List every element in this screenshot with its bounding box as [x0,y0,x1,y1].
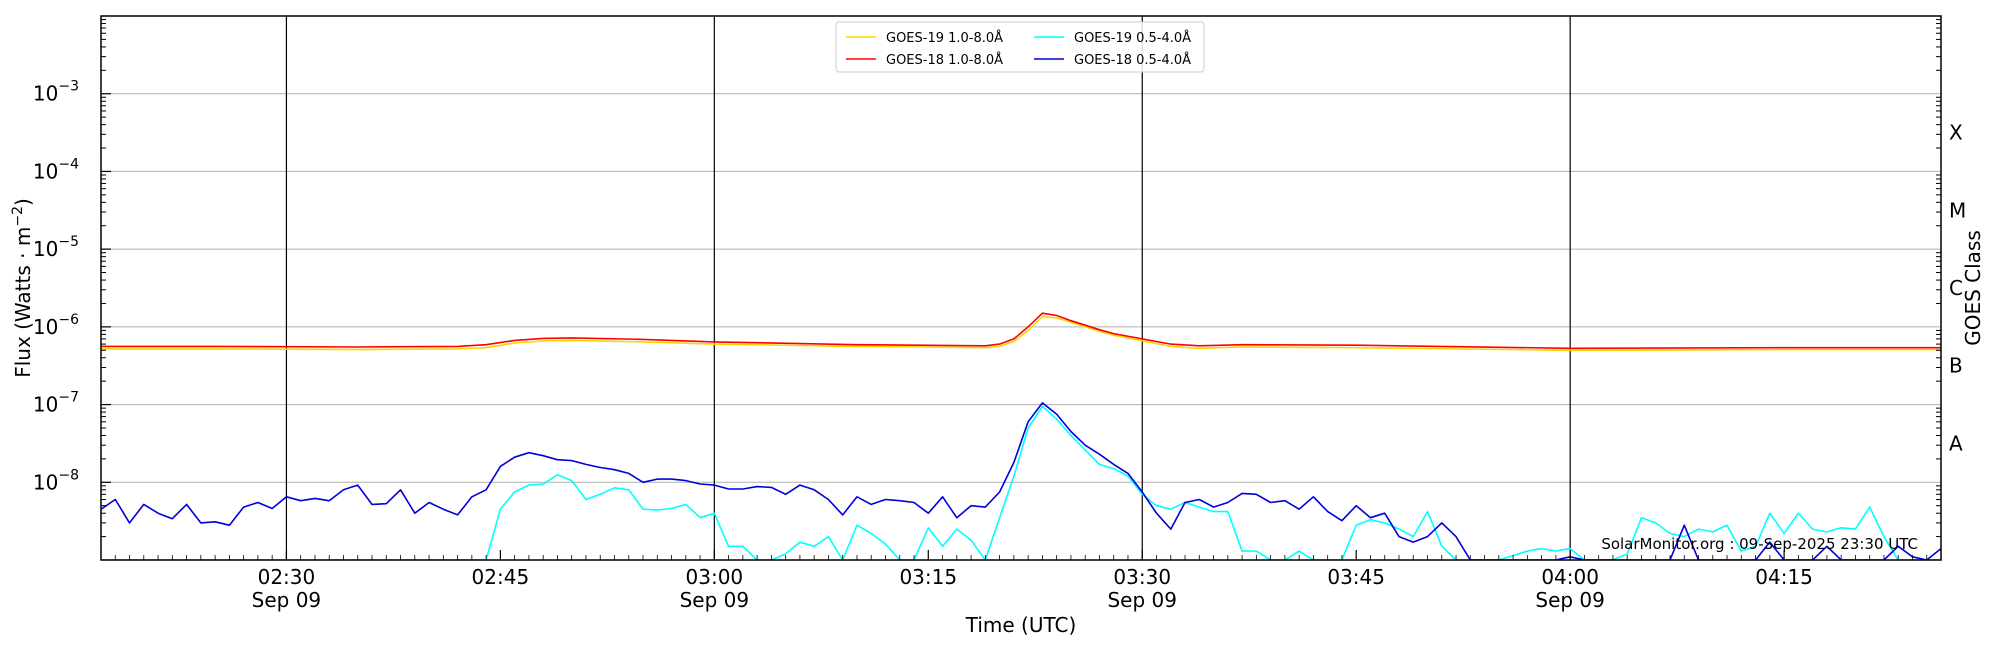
series-line-0 [101,315,1941,352]
x-tick-label: 03:45 [1327,565,1385,589]
y-tick-base: 10 [33,82,58,106]
y-tick-label: 10−5 [33,234,79,261]
time-separator-lines [285,16,1571,560]
goes-class-axis-label: GOES Class [1961,230,1985,346]
y-axis-label-main: Flux (Watts · m [11,227,35,378]
x-tick-label: 02:30 [258,565,316,589]
series-line-2 [101,405,1941,560]
x-tick-label: 04:15 [1755,565,1813,589]
series-lines [101,312,1941,560]
y-tick-exponent: −6 [58,312,79,328]
x-tick-date-label: Sep 09 [680,588,750,612]
goes-class-B: B [1949,354,1963,378]
x-tick-date-label: Sep 09 [1107,588,1177,612]
legend-label: GOES-18 0.5-4.0Å [1074,52,1191,68]
grid-lines [101,93,1941,483]
x-tick-label: 04:00 [1541,565,1599,589]
y-axis-label-exponent: −2 [10,206,26,227]
x-axis-label: Time (UTC) [965,613,1077,637]
goes-class-M: M [1949,198,1966,222]
x-tick-label: 03:15 [899,565,957,589]
y-tick-label: 10−8 [33,467,79,494]
credit-text: SolarMonitor.org : 09-Sep-2025 23:30 UTC [1601,535,1918,553]
y-tick-base: 10 [33,237,58,261]
goes-class-labels: A B C M X [1949,121,1966,456]
y-tick-base: 10 [33,470,58,494]
y-tick-exponent: −8 [58,467,79,483]
x-tick-label: 03:00 [686,565,744,589]
series-line-3 [101,402,1941,560]
x-tick-label: 02:45 [472,565,530,589]
x-tick-date-label: Sep 09 [252,588,322,612]
y-tick-exponent: −3 [58,79,79,95]
y-axis-label: Flux (Watts · m−2) [10,198,35,378]
y-tick-label: 10−6 [33,312,79,339]
y-tick-base: 10 [33,159,58,183]
y-tick-exponent: −4 [58,156,79,172]
legend-label: GOES-18 1.0-8.0Å [886,52,1003,68]
axis-ticks [100,19,1942,560]
legend-box [835,21,1205,73]
plot-frame [100,15,1942,561]
x-tick-date-label: Sep 09 [1535,588,1605,612]
y-tick-exponent: −5 [58,234,79,250]
legend-label: GOES-19 1.0-8.0Å [886,30,1003,46]
legend: GOES-19 1.0-8.0Å GOES-18 1.0-8.0Å GOES-19 … [835,21,1205,73]
y-tick-exponent: −7 [58,390,79,406]
goes-class-C: C [1949,276,1963,300]
y-tick-label: 10−7 [33,390,79,417]
series-line-1 [101,312,1941,350]
x-tick-label: 03:30 [1113,565,1171,589]
y-axis-label-close: ) [11,198,35,206]
goes-class-A: A [1949,431,1963,455]
y-tick-label: 10−3 [33,79,79,106]
legend-label: GOES-19 0.5-4.0Å [1074,30,1191,46]
y-tick-label: 10−4 [33,156,79,183]
y-tick-labels: 10−810−710−610−510−410−3 [33,79,79,495]
y-tick-base: 10 [33,393,58,417]
goes-class-X: X [1949,121,1963,145]
y-tick-base: 10 [33,315,58,339]
